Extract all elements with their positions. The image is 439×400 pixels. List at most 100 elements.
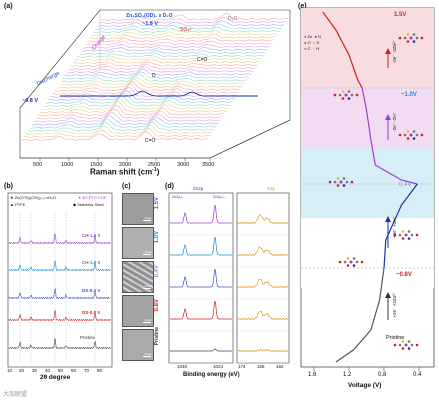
pristine-label: Pristine xyxy=(386,335,405,341)
e-x-axis-title: Voltage (V) xyxy=(348,382,382,389)
zn-tick-1024: 1024 xyxy=(213,364,224,369)
raman-trace xyxy=(70,61,258,68)
step-label-1: -2e⁻ -2Zn²⁺ xyxy=(392,40,397,64)
voltage-label-0-4v: 0.4V xyxy=(399,182,412,188)
xps-plot xyxy=(168,192,290,364)
scale-bar xyxy=(143,322,151,323)
e-tick-0-4: 0.4 xyxy=(413,372,422,378)
raman-trace xyxy=(81,46,268,52)
trace-label-ds08: DS-0.8 V xyxy=(82,310,101,315)
legend-row-1: ● Zn ● N xyxy=(304,34,321,40)
trace-label-ds04: DS-0.4 V xyxy=(82,288,101,293)
scale-bar xyxy=(143,220,151,221)
raman-trace xyxy=(29,118,217,129)
annotation-co-lower: C=O xyxy=(145,138,156,144)
panel-a-label: (a) xyxy=(4,3,13,10)
scale-text: 10μm xyxy=(144,250,152,254)
raman-trace xyxy=(27,121,215,132)
s-tick-162: 162 xyxy=(276,364,284,369)
legend-bt-pto-cof: ✦ BT-PTO COF xyxy=(78,195,106,200)
state-label-0-4v: 0.4V xyxy=(154,265,160,278)
raman-trace xyxy=(31,115,219,126)
zn2p-trace xyxy=(170,236,232,256)
molecule-sketch xyxy=(398,130,424,140)
step-label-2: -2e⁻ -2H⁺ xyxy=(392,112,397,132)
raman-trace xyxy=(64,68,252,77)
raman-trace xyxy=(56,78,243,89)
voltage-label-1-0v: ~1.0V xyxy=(401,92,417,98)
raman-trace xyxy=(23,127,211,138)
voltage-curve-segment xyxy=(383,183,418,269)
sem-image-1-0v: 10μm xyxy=(122,227,154,259)
panel-b-label: (b) xyxy=(4,183,13,190)
raman-waterfall-plot xyxy=(19,9,291,161)
molecule-sketches xyxy=(328,33,424,350)
s2p-trace xyxy=(237,213,289,225)
s2p-trace xyxy=(237,278,289,289)
panel-d: (d) Zn2p S2p Zn2p₁/₂ Zn2p₃/₂ 1040 1024 1… xyxy=(163,183,293,383)
raman-trace xyxy=(78,49,266,55)
panel-c: (c) 10μm 10μm 10μm 10μm 10μm 1.5V 1.0V 0… xyxy=(120,183,162,383)
xrd-tick-50: 50 xyxy=(58,368,64,373)
annotation-1-8v: ~1.8 V xyxy=(142,21,159,27)
raman-trace xyxy=(33,112,221,123)
raman-trace xyxy=(42,97,229,111)
zn-dot-icon: ● xyxy=(304,34,307,39)
panel-c-label: (c) xyxy=(122,183,131,190)
voltage-curve-segment xyxy=(335,267,385,363)
step-label-4: +2e⁻ +2Zn²⁺ xyxy=(392,292,397,318)
raman-trace xyxy=(48,90,235,101)
molecule-sketch xyxy=(333,90,359,100)
zn2p-trace xyxy=(170,348,232,352)
raman-trace xyxy=(95,23,282,31)
band-1-5v xyxy=(301,8,434,88)
scale-text: 10μm xyxy=(144,318,152,322)
x-axis-title: Raman shift (cm-1) xyxy=(90,167,159,177)
raman-trace xyxy=(89,33,276,40)
raman-trace xyxy=(58,76,245,86)
raman-trace xyxy=(72,58,260,64)
legend-ptfe: ▲ PTFE xyxy=(10,202,25,207)
o-dot-icon: ● xyxy=(304,40,307,45)
legend-stainless-text: Stainless Steel xyxy=(77,202,104,207)
zn2p-trace xyxy=(170,268,232,288)
s2p-title: S2p xyxy=(267,186,276,191)
panel-e: (e) ● Zn ● N ● O ● S ● C ● H 1.5V ~1.0V … xyxy=(296,0,439,400)
s2p-trace xyxy=(237,310,289,321)
legend-diamond-icon: ◆ xyxy=(73,202,77,207)
s2p-trace xyxy=(237,348,288,353)
watermark: 大加联盟 xyxy=(3,392,28,398)
legend-stainless: ◆ Stainless Steel xyxy=(73,202,104,207)
xrd-tick-80: 80 xyxy=(97,368,103,373)
xrd-markers xyxy=(19,211,96,363)
xrd-trace xyxy=(8,287,111,300)
legend-row-3: ● C ● H xyxy=(304,46,321,52)
xrd-tick-60: 60 xyxy=(71,368,77,373)
x-axis-title-sup: -1 xyxy=(152,167,157,173)
h-dot-icon: ● xyxy=(312,46,316,51)
step-label-3: +2e⁻ +2H⁺ xyxy=(392,216,397,239)
legend-s: S xyxy=(316,40,320,45)
sem-image-1-5v: 10μm xyxy=(122,193,154,225)
zn-peak2-label: Zn2p₃/₂ xyxy=(213,195,225,199)
x-tick-2000: 2000 xyxy=(119,162,132,168)
xrd-trace xyxy=(8,233,111,245)
scale-bar xyxy=(143,254,151,255)
raman-trace xyxy=(40,100,227,114)
panel-a: (a) 500 1000 1500 2000 2500 3000 3500 Ra… xyxy=(0,0,298,177)
xrd-x-axis-title: 2θ degree xyxy=(40,374,71,381)
raman-trace xyxy=(25,124,213,135)
trace-label-ch15: CH-1.5 V xyxy=(82,233,101,238)
voltage-label-1-5v: 1.5V xyxy=(394,12,407,18)
voltage-label-0-8v: ~0.8V xyxy=(396,272,412,278)
x-tick-500: 500 xyxy=(33,162,43,168)
xrd-trace xyxy=(8,260,111,272)
atom-legend: ● Zn ● N ● O ● S ● C ● H xyxy=(304,34,321,52)
legend-star-icon: ★ xyxy=(10,195,14,200)
x-axis-title-end: ) xyxy=(156,167,160,177)
annotation-zn-species: Zn₄SO₄(OD)₆ x D₂O xyxy=(126,13,173,19)
sem-image-pristine: 10μm xyxy=(122,329,154,361)
sem-image-0-8v: 10μm xyxy=(122,295,154,327)
legend-n: N xyxy=(318,34,321,39)
s2p-trace xyxy=(237,246,288,257)
